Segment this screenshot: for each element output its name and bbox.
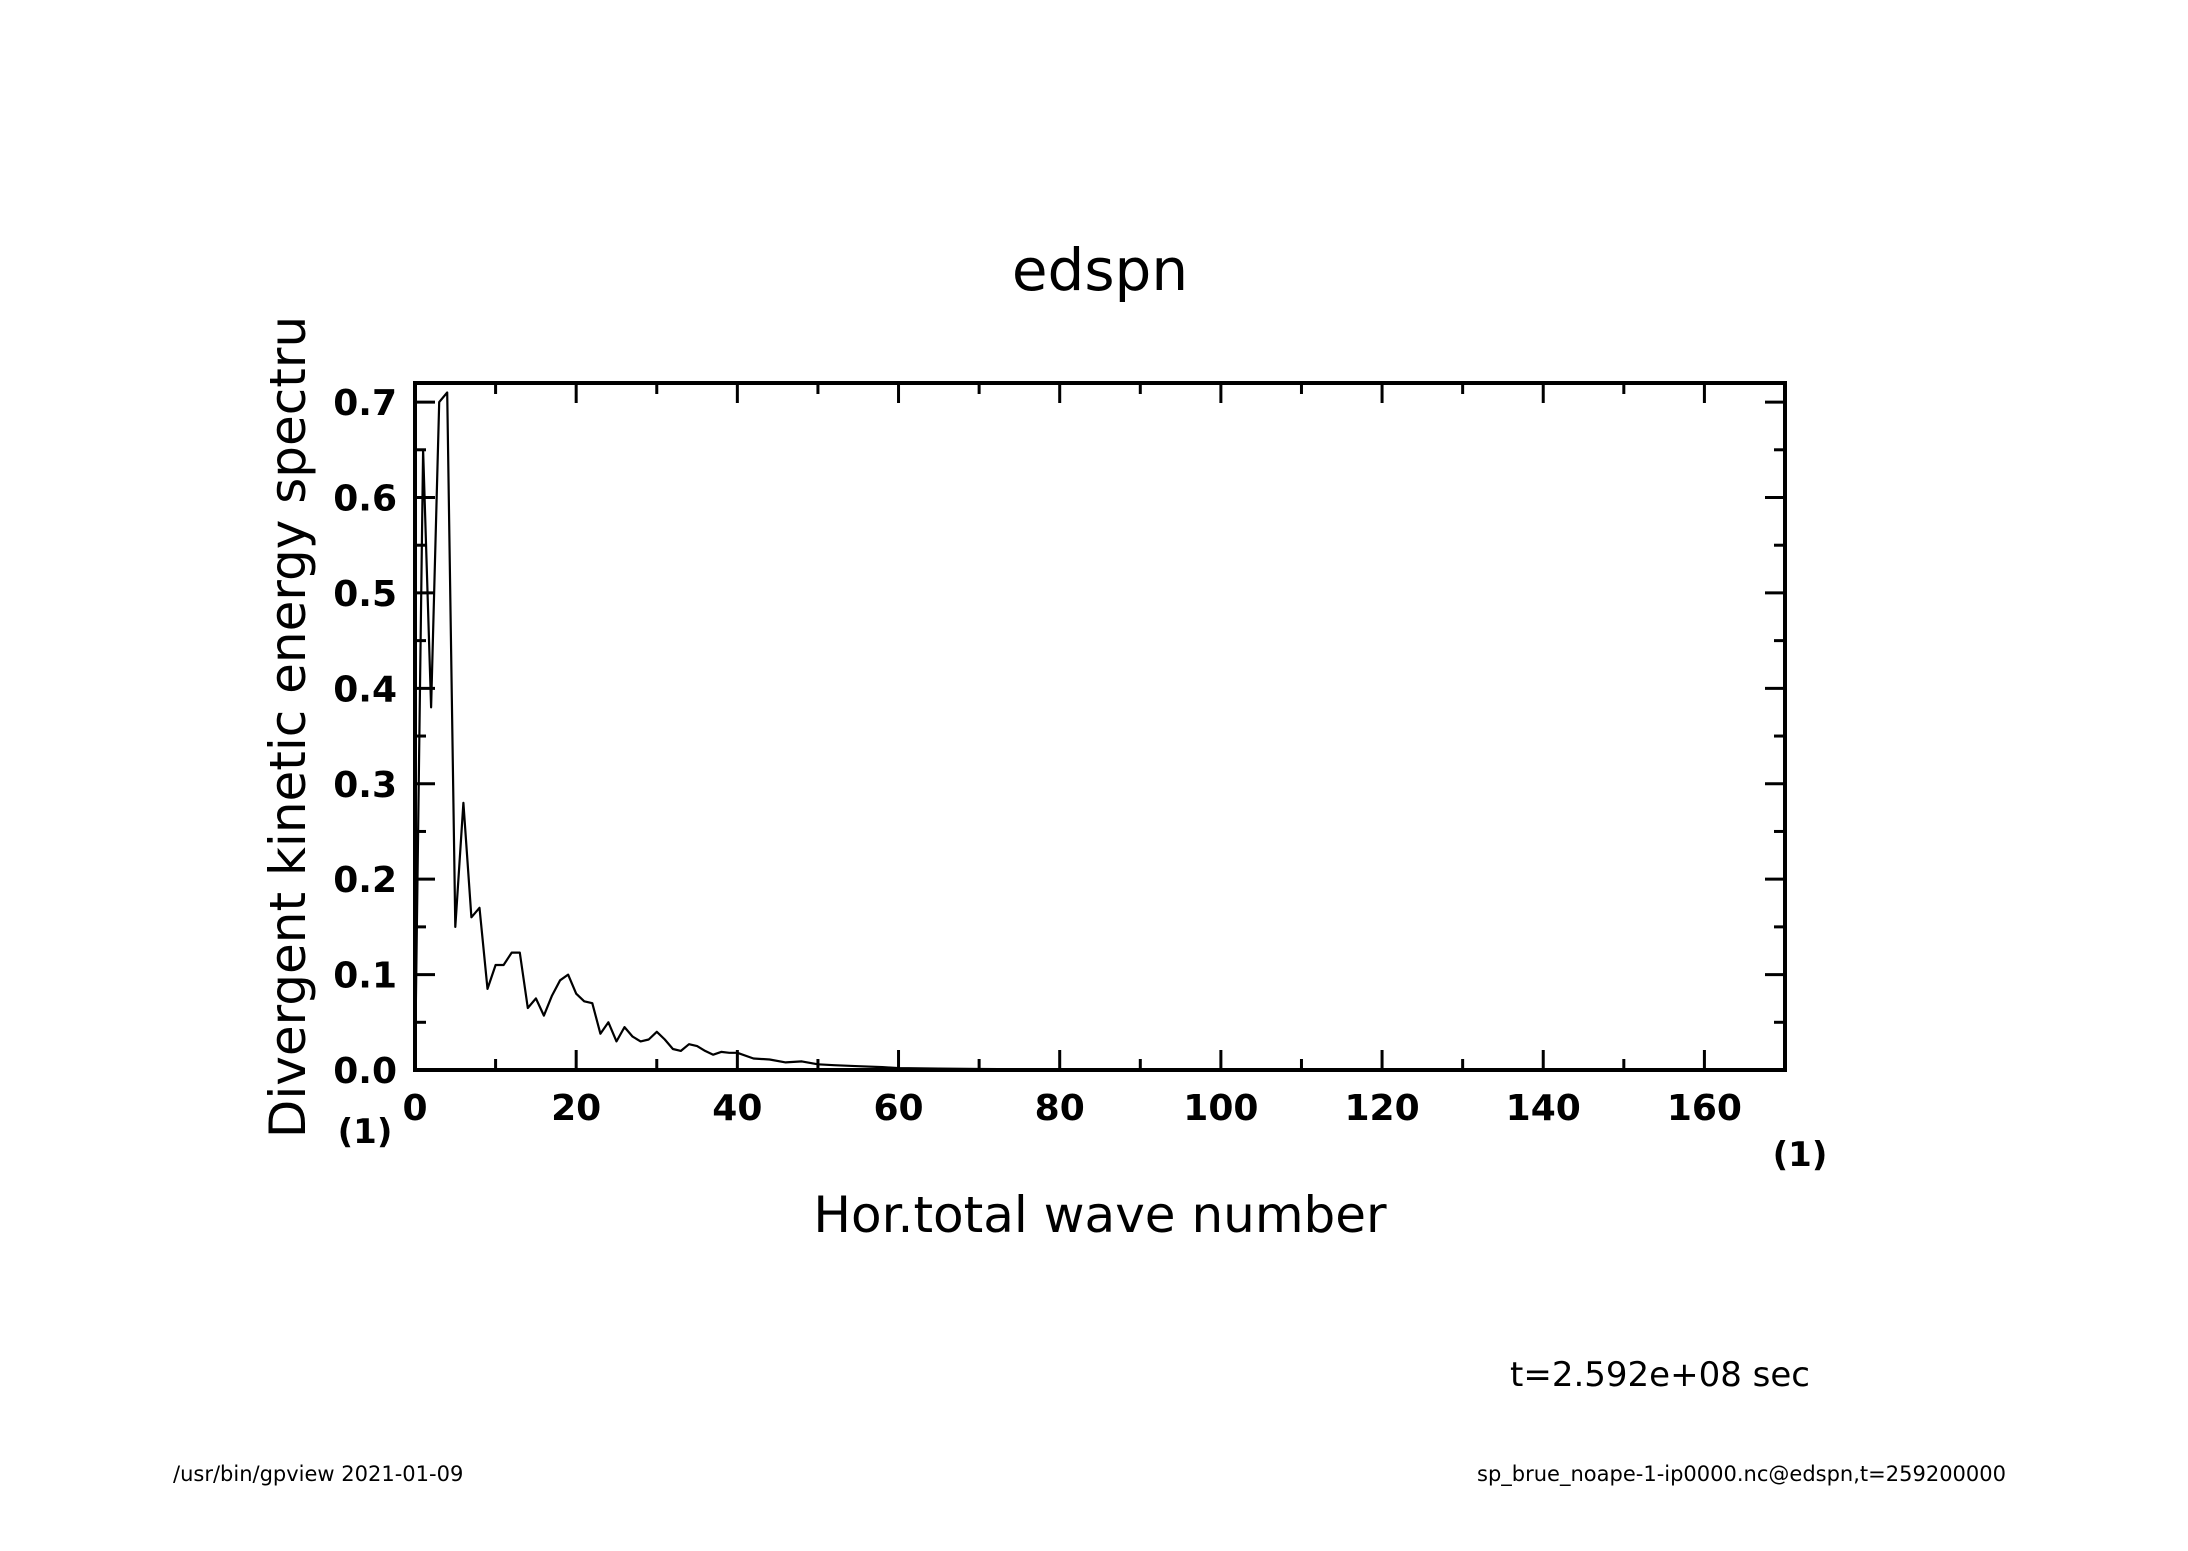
y-axis-tick-labels: 0.0 0.1 0.2 0.3 0.4 0.5 0.6 0.7 [333, 383, 397, 1092]
series-line [413, 391, 1785, 1071]
y-tick-label: 0.1 [333, 956, 397, 997]
x-tick-label: 160 [1667, 1088, 1742, 1129]
x-tick-label: 60 [873, 1088, 923, 1129]
y-tick-label: 0.3 [333, 765, 397, 806]
y-axis-label: Divergent kinetic energy spectru [259, 316, 317, 1138]
x-axis-label: Hor.total wave number [813, 1186, 1387, 1244]
x-tick-label: 40 [712, 1088, 762, 1129]
footer-right: sp_brue_noape-1-ip0000.nc@edspn,t=259200… [1477, 1462, 2006, 1487]
y-tick-label: 0.7 [333, 383, 397, 424]
time-annotation: t=2.592e+08 sec [1510, 1355, 1810, 1395]
y-tick-label: 0.5 [333, 574, 397, 615]
x-tick-label: 20 [551, 1088, 601, 1129]
x-axis-tick-labels: 0 20 40 60 80 100 120 140 160 [402, 1088, 1742, 1129]
chart-title: edspn [1012, 236, 1188, 304]
y-axis-unit: (1) [338, 1112, 393, 1152]
x-tick-label: 140 [1506, 1088, 1581, 1129]
x-tick-label: 120 [1344, 1088, 1419, 1129]
x-tick-label: 80 [1035, 1088, 1085, 1129]
x-tick-label: 0 [402, 1088, 427, 1129]
x-axis-unit: (1) [1773, 1135, 1828, 1175]
y-tick-label: 0.6 [333, 479, 397, 520]
plot-frame [413, 381, 1787, 1072]
x-tick-label: 100 [1183, 1088, 1258, 1129]
y-tick-label: 0.0 [333, 1051, 397, 1092]
footer-left: /usr/bin/gpview 2021-01-09 [173, 1462, 463, 1486]
x-axis-ticks [413, 383, 1706, 1070]
y-tick-label: 0.4 [333, 669, 397, 710]
y-axis-ticks [415, 400, 1785, 1072]
y-tick-label: 0.2 [333, 860, 397, 901]
